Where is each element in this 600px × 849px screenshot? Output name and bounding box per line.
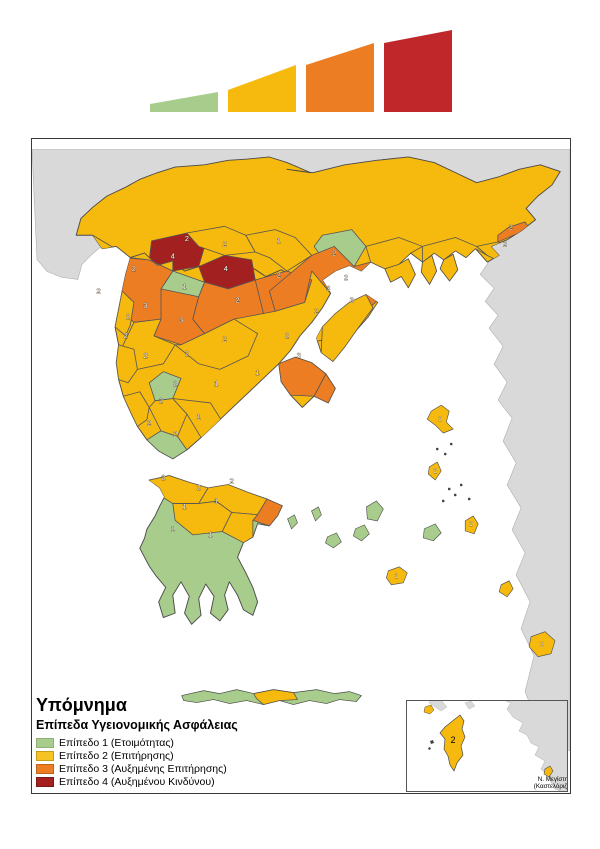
- svg-text:2: 2: [173, 431, 177, 439]
- svg-text:Ν. Μεγίστη: Ν. Μεγίστη: [538, 775, 567, 783]
- svg-text:1: 1: [214, 498, 218, 506]
- svg-text:2: 2: [503, 241, 507, 249]
- svg-text:2: 2: [197, 484, 201, 492]
- svg-text:1: 1: [277, 237, 281, 245]
- svg-text:3: 3: [144, 302, 148, 310]
- svg-text:2: 2: [159, 397, 163, 405]
- svg-text:3: 3: [326, 285, 330, 293]
- svg-text:2: 2: [223, 241, 227, 249]
- svg-text:2: 2: [450, 735, 455, 745]
- svg-text:1: 1: [171, 526, 175, 534]
- svg-text:4: 4: [171, 253, 175, 261]
- svg-text:1: 1: [183, 503, 187, 511]
- svg-text:2: 2: [332, 250, 336, 258]
- svg-text:3: 3: [350, 296, 354, 304]
- svg-text:1: 1: [197, 414, 201, 422]
- svg-text:2: 2: [147, 419, 151, 427]
- svg-text:2: 2: [144, 352, 148, 360]
- svg-text:2: 2: [132, 265, 136, 273]
- svg-text:2: 2: [277, 272, 281, 280]
- svg-text:2: 2: [97, 288, 101, 296]
- svg-text:2: 2: [509, 224, 513, 232]
- svg-text:2: 2: [173, 380, 177, 388]
- svg-text:2: 2: [344, 274, 348, 282]
- svg-text:2: 2: [126, 313, 130, 321]
- svg-text:1: 1: [214, 380, 218, 388]
- svg-text:2: 2: [236, 296, 240, 304]
- svg-text:2: 2: [285, 332, 289, 340]
- svg-text:2: 2: [185, 350, 189, 358]
- svg-text:1: 1: [183, 283, 187, 291]
- svg-text:2: 2: [223, 336, 227, 344]
- svg-text:1: 1: [208, 531, 212, 539]
- svg-text:2: 2: [314, 308, 318, 316]
- svg-text:2: 2: [124, 332, 128, 340]
- svg-text:3: 3: [297, 352, 301, 360]
- svg-text:2: 2: [161, 474, 165, 482]
- svg-text:2: 2: [185, 235, 189, 243]
- svg-text:(Καστελόριζο): (Καστελόριζο): [534, 782, 567, 790]
- svg-text:4: 4: [224, 265, 228, 273]
- svg-text:2: 2: [230, 478, 234, 486]
- svg-text:1: 1: [256, 369, 260, 377]
- svg-text:3: 3: [179, 317, 183, 325]
